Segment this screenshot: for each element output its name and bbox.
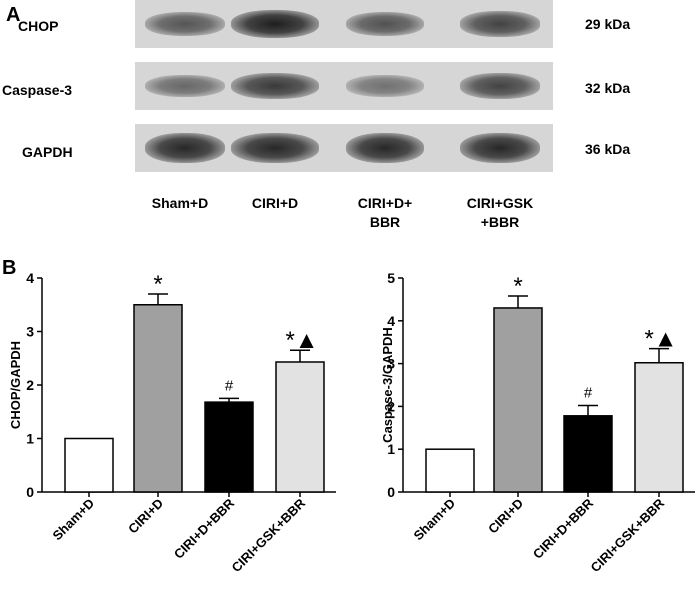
band-chop-lane-1 <box>145 12 225 36</box>
y-tick-label: 1 <box>387 441 395 457</box>
y-tick-label: 4 <box>26 270 34 286</box>
y-tick-label: 5 <box>387 270 395 286</box>
significance-marker: * <box>153 271 162 298</box>
band-chop-lane-3 <box>346 11 424 37</box>
bar-3 <box>204 401 254 493</box>
band-gapdh-lane-3 <box>346 133 424 163</box>
x-tick-label: CIRI+D <box>485 496 526 537</box>
x-tick-label: CIRI+D+BBR <box>530 495 597 562</box>
x-tick-label: Sham+D <box>410 496 458 544</box>
band-caspase-3-lane-1 <box>145 74 225 98</box>
y-tick-label: 0 <box>387 484 395 500</box>
panel-b-letter: B <box>2 257 17 279</box>
significance-marker: *▲ <box>285 327 318 354</box>
y-axis-label: Caspase-3/GAPDH <box>380 327 395 443</box>
x-tick-label: Sham+D <box>49 496 97 544</box>
y-tick-label: 2 <box>387 398 395 414</box>
x-tick-label: CIRI+GSK+BBR <box>229 495 309 575</box>
bar-1 <box>425 448 475 493</box>
y-tick-label: 4 <box>387 313 395 329</box>
significance-marker: *▲ <box>644 326 677 353</box>
bar-3 <box>563 415 613 493</box>
bar-2 <box>493 307 543 493</box>
band-caspase-3-lane-3 <box>346 75 424 97</box>
blot-label-caspase-3: Caspase-3 <box>2 82 73 98</box>
band-gapdh-lane-2 <box>231 133 319 163</box>
x-tick-label: CIRI+D <box>125 496 166 537</box>
panel-a-letter: A <box>6 4 21 26</box>
x-tick-label: CIRI+GSK+BBR <box>588 495 668 575</box>
bar-1 <box>64 437 114 493</box>
kda-label-chop: 29 kDa <box>585 16 631 32</box>
band-caspase-3-lane-2 <box>231 73 319 99</box>
kda-label-gapdh: 36 kDa <box>585 141 631 157</box>
significance-marker: * <box>513 273 522 300</box>
lane-label-ciri-d: CIRI+D <box>251 195 299 211</box>
band-caspase-3-lane-4 <box>460 73 540 99</box>
y-tick-label: 1 <box>26 431 34 447</box>
bar-2 <box>133 304 183 493</box>
significance-marker: # <box>584 385 593 402</box>
significance-marker: # <box>225 377 234 394</box>
blot-label-chop: CHOP <box>18 18 59 34</box>
y-tick-label: 3 <box>26 324 34 340</box>
kda-label-caspase-3: 32 kDa <box>585 80 631 96</box>
band-gapdh-lane-1 <box>145 133 225 163</box>
y-axis-label: CHOP/GAPDH <box>8 341 23 429</box>
band-chop-lane-4 <box>460 11 540 37</box>
lane-label-ciri-d-bbr: CIRI+D+ BBR <box>357 195 413 230</box>
y-tick-label: 0 <box>26 484 34 500</box>
y-tick-label: 3 <box>387 356 395 372</box>
bar-4 <box>275 361 325 493</box>
band-chop-lane-2 <box>231 10 319 38</box>
blot-label-gapdh: GAPDH <box>22 144 73 160</box>
bar-4 <box>634 361 684 493</box>
y-tick-label: 2 <box>26 377 34 393</box>
band-gapdh-lane-4 <box>460 133 540 163</box>
lane-label-sham-d: Sham+D <box>151 195 209 211</box>
x-tick-label: CIRI+D+BBR <box>171 495 238 562</box>
lane-label-ciri-gsk-bbr: CIRI+GSK +BBR <box>466 195 534 230</box>
